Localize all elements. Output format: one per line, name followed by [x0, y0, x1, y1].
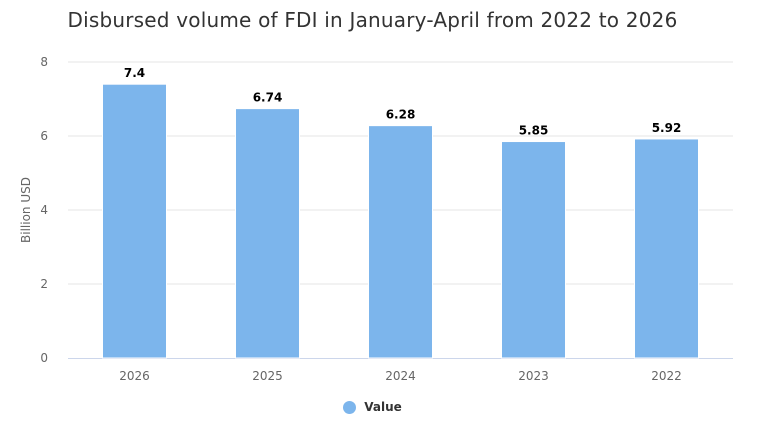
- legend-swatch: [343, 400, 357, 414]
- x-tick-label: 2024: [385, 369, 416, 383]
- y-axis-title: Billion USD: [19, 177, 33, 243]
- bar[interactable]: [235, 108, 300, 359]
- y-tick-label: 6: [40, 129, 48, 143]
- legend[interactable]: Value: [0, 400, 745, 414]
- bar[interactable]: [634, 138, 699, 359]
- y-tick-label: 2: [40, 277, 48, 291]
- bar[interactable]: [368, 125, 433, 359]
- data-label: 5.92: [652, 121, 682, 135]
- data-label: 5.85: [519, 124, 549, 138]
- y-tick-label: 4: [40, 203, 48, 217]
- data-label: 6.28: [386, 108, 416, 122]
- bar[interactable]: [501, 141, 566, 359]
- data-label: 7.4: [124, 66, 145, 80]
- bar[interactable]: [102, 83, 167, 359]
- x-tick-label: 2025: [252, 369, 283, 383]
- x-tick-label: 2022: [651, 369, 682, 383]
- x-tick-label: 2026: [119, 369, 150, 383]
- data-label: 6.74: [253, 91, 283, 105]
- legend-label: Value: [364, 400, 402, 414]
- x-tick-label: 2023: [518, 369, 549, 383]
- y-tick-label: 0: [40, 351, 48, 365]
- chart-title: Disbursed volume of FDI in January-April…: [67, 8, 678, 32]
- y-tick-label: 8: [40, 55, 48, 69]
